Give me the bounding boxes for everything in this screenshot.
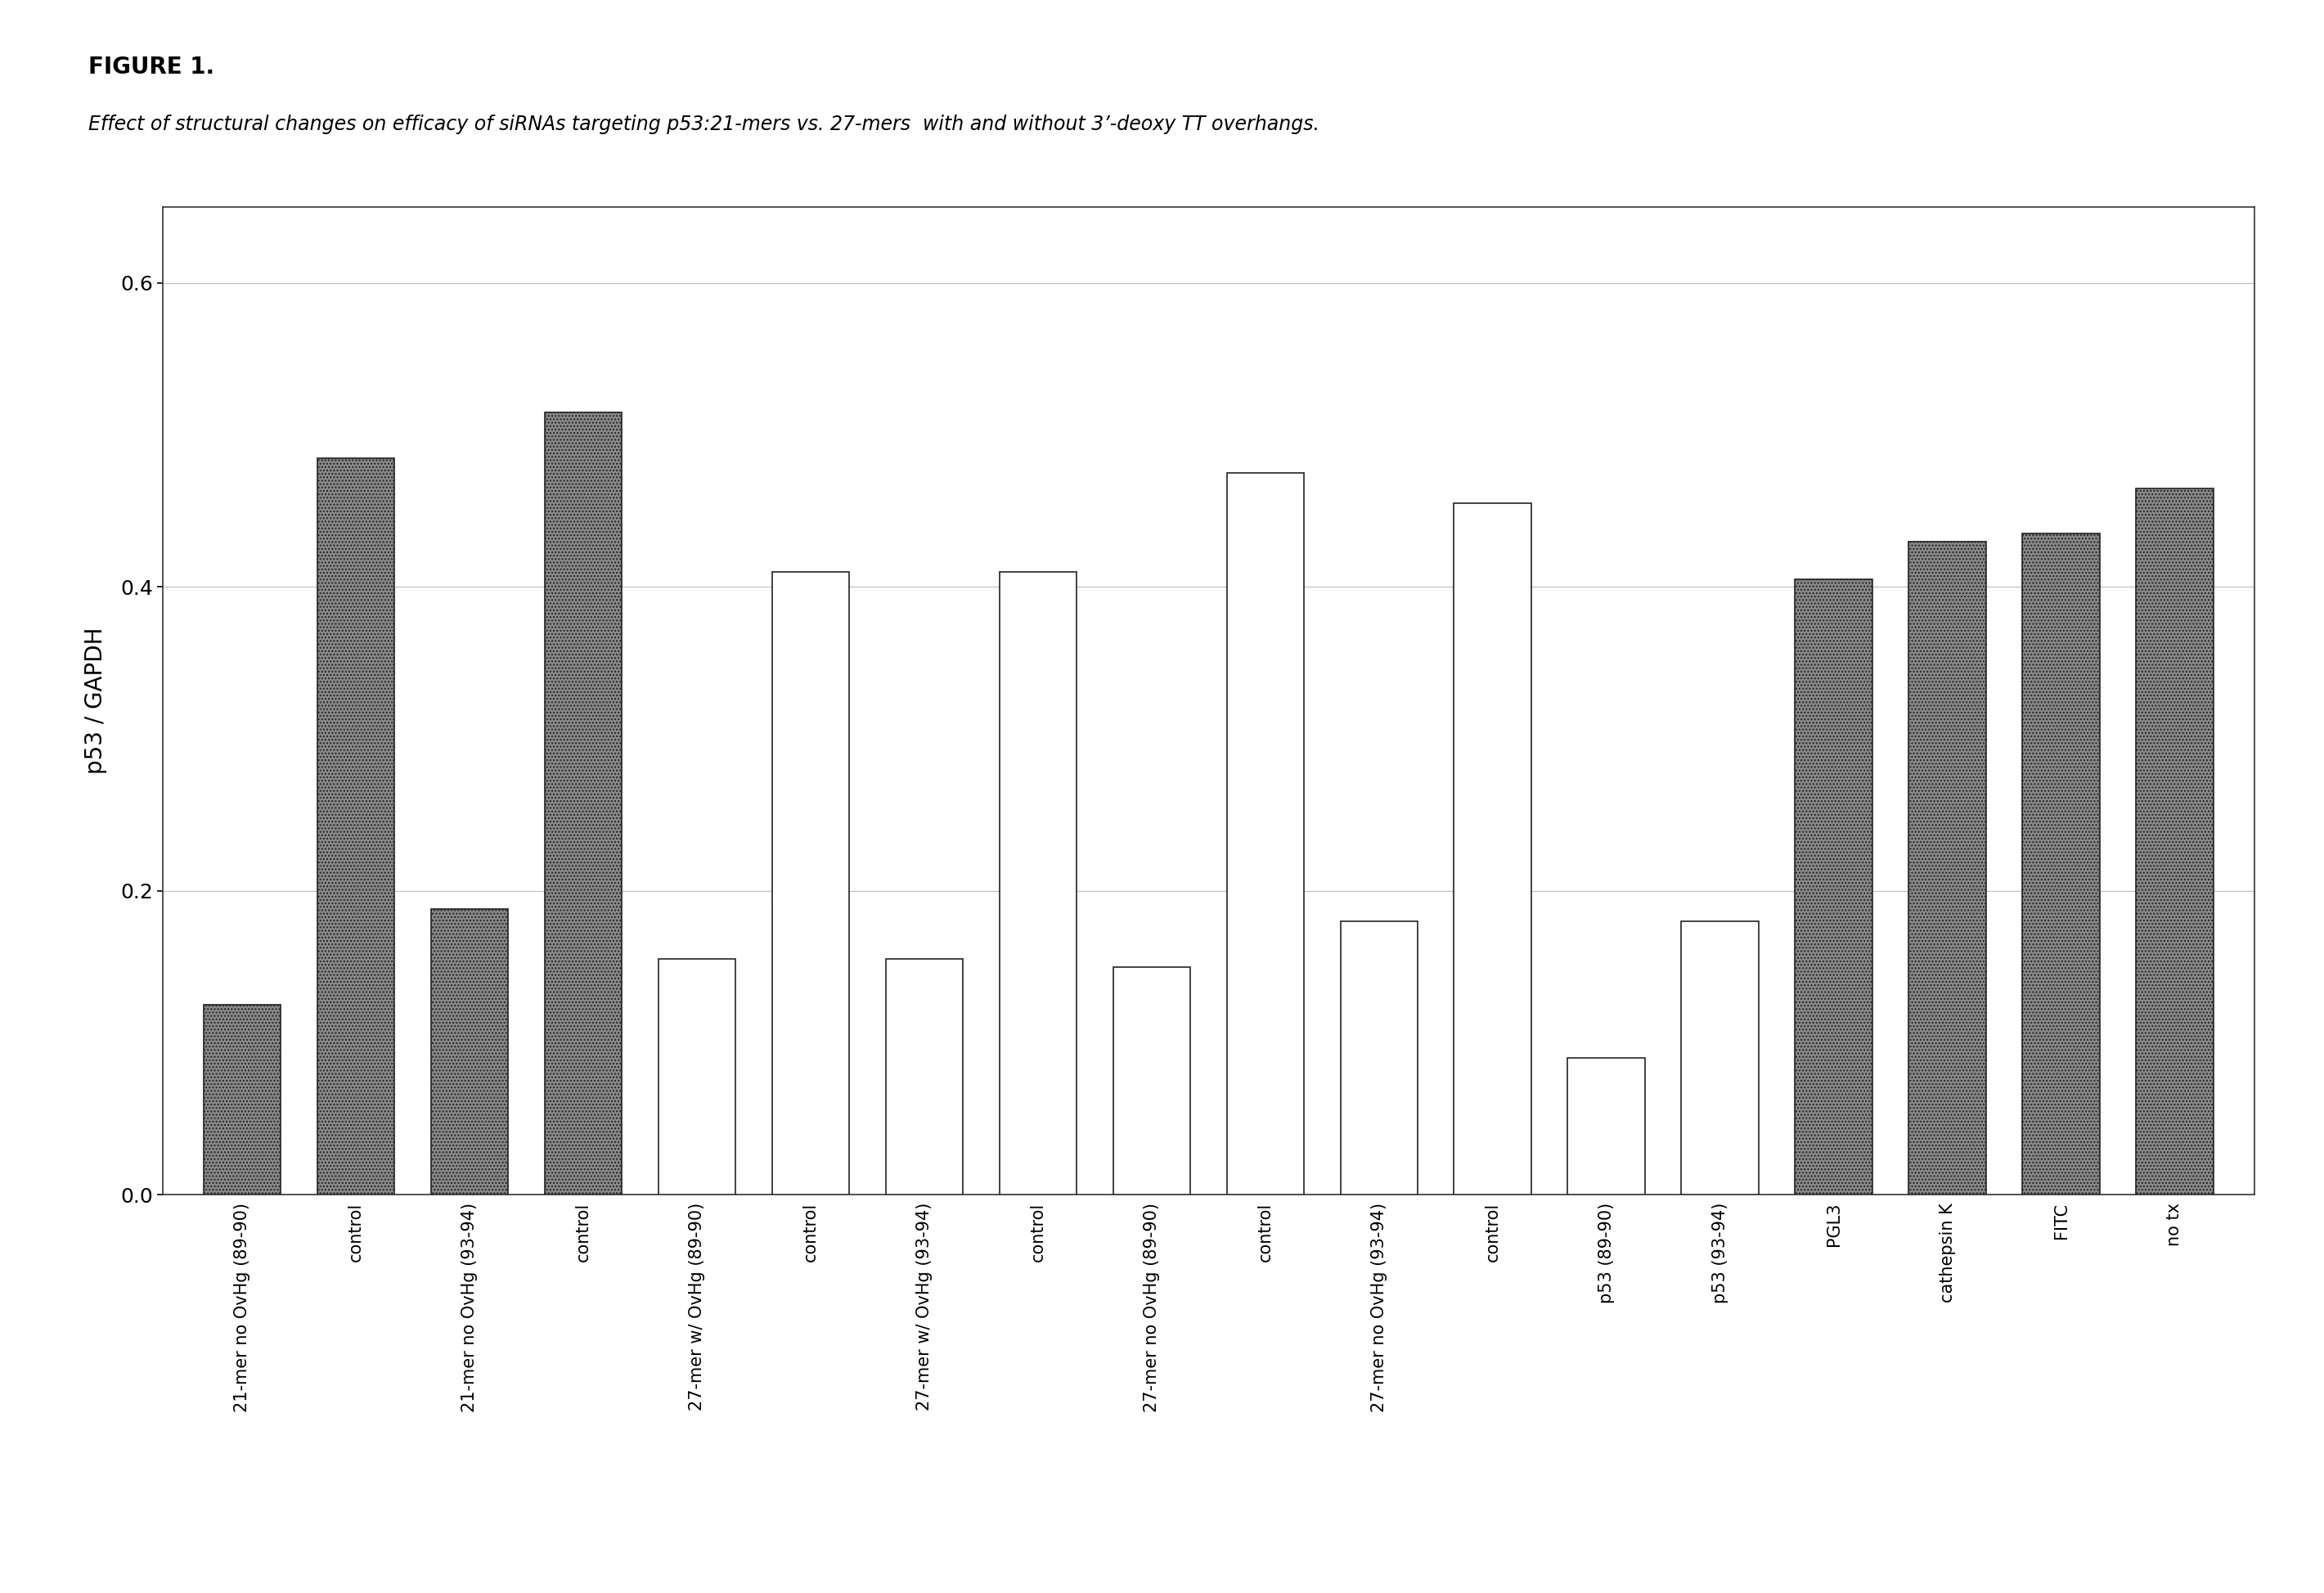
Y-axis label: p53 / GAPDH: p53 / GAPDH [84, 628, 107, 774]
Bar [1341, 921, 1418, 1195]
Bar [544, 413, 623, 1195]
Bar [1680, 921, 1759, 1195]
Text: FIGURE 1.: FIGURE 1. [88, 56, 214, 78]
Bar [658, 959, 737, 1195]
Bar [1794, 580, 1873, 1195]
Bar [318, 457, 395, 1195]
Bar [2136, 487, 2212, 1195]
Bar [2022, 534, 2099, 1195]
Bar [885, 959, 962, 1195]
Bar [1569, 1058, 1645, 1195]
Bar [1455, 503, 1532, 1195]
Bar [772, 572, 848, 1195]
Bar [205, 1005, 281, 1195]
Bar [1908, 542, 1987, 1195]
Bar [1227, 473, 1304, 1195]
Bar [999, 572, 1076, 1195]
Bar [1113, 967, 1190, 1195]
Bar [430, 910, 509, 1195]
Text: Effect of structural changes on efficacy of siRNAs targeting p53:21-mers vs. 27-: Effect of structural changes on efficacy… [88, 115, 1320, 134]
